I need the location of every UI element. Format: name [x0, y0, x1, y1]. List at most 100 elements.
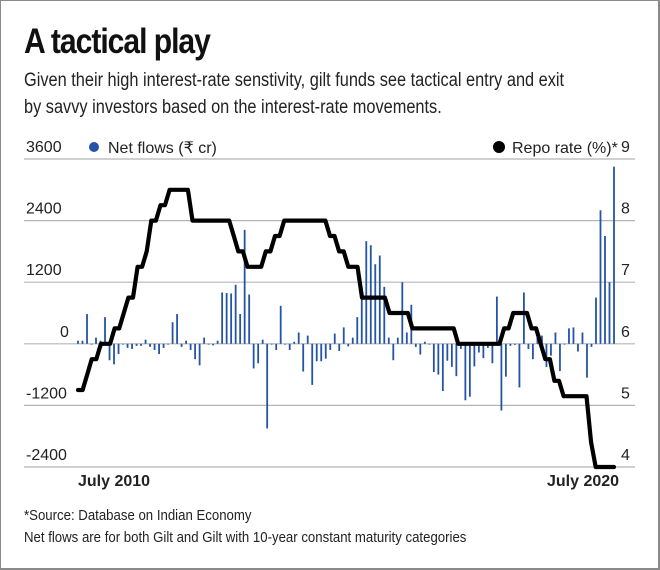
- net-flow-bar: [153, 343, 156, 350]
- y-right-tick-label: 7: [621, 262, 630, 279]
- net-flow-bar: [392, 343, 395, 361]
- net-flow-bar: [559, 343, 561, 372]
- net-flow-bar: [261, 339, 264, 344]
- net-flow-bar: [167, 343, 169, 345]
- net-flow-bar: [252, 343, 255, 369]
- net-flow-bar: [360, 289, 363, 344]
- net-flow-bar: [405, 332, 408, 344]
- net-flow-bar: [180, 343, 183, 347]
- gridlines: [24, 158, 635, 468]
- net-flow-bar: [464, 343, 467, 401]
- net-flow-bar: [270, 343, 273, 345]
- net-flow-bar: [536, 337, 539, 344]
- y-left-tick-label: 3600: [26, 139, 62, 156]
- net-flow-bar: [189, 343, 192, 350]
- net-flow-bar: [248, 294, 251, 344]
- y-left-tick-label: -1200: [26, 385, 67, 402]
- net-flow-bar: [140, 343, 142, 346]
- net-flow-bar: [500, 343, 503, 411]
- net-flow-bar: [568, 328, 570, 344]
- net-flow-bar: [149, 343, 151, 347]
- net-flow-bar: [586, 343, 588, 378]
- net-flow-bar: [468, 343, 471, 397]
- net-flow-bar: [230, 293, 233, 344]
- net-flow-bar: [504, 343, 507, 377]
- net-flow-bar: [563, 343, 566, 345]
- net-flow-bar: [369, 245, 372, 344]
- y-right-tick-label: 4: [621, 447, 630, 464]
- net-flow-bar: [108, 343, 111, 361]
- x-tick-label-end: July 2020: [547, 473, 619, 490]
- y-axis-left: 3600 2400 1200 0 -1200 -2400: [26, 139, 69, 464]
- net-flow-bar: [239, 314, 242, 344]
- net-flow-bar: [302, 343, 305, 372]
- net-flow-bar: [225, 292, 228, 344]
- net-flow-bars: [77, 166, 615, 429]
- net-flow-bar: [491, 343, 494, 364]
- net-flow-bar: [117, 343, 120, 355]
- legend: Net flows (₹ cr) Repo rate (%)*: [89, 140, 618, 157]
- y-right-tick-label: 5: [621, 385, 630, 402]
- net-flow-bar: [532, 343, 534, 360]
- y-right-tick-label: 6: [621, 324, 630, 341]
- net-flow-bar: [279, 305, 282, 344]
- net-flow-bar: [194, 343, 197, 360]
- net-flow-bar: [523, 292, 525, 344]
- subtitle-line-1: Given their high interest-rate senstivit…: [24, 70, 565, 91]
- subtitle-line-2: by savvy investors based on the interest…: [24, 97, 442, 118]
- y-left-tick-label: 0: [60, 324, 69, 341]
- net-flow-bar: [122, 343, 124, 345]
- net-flow-bar: [257, 343, 260, 364]
- net-flow-bar: [608, 282, 611, 344]
- net-flow-bar: [198, 343, 201, 366]
- net-flow-bar: [221, 292, 224, 344]
- net-flow-bar: [81, 340, 84, 344]
- net-flow-bar: [320, 343, 323, 362]
- footnote-note: Net flows are for both Gilt and Gilt wit…: [24, 529, 467, 546]
- net-flow-bar: [383, 286, 386, 344]
- net-flow-bar: [333, 333, 336, 344]
- net-flow-bar: [414, 343, 417, 347]
- net-flow-bar: [482, 343, 485, 359]
- legend-netflows-label: Net flows (₹ cr): [108, 140, 217, 157]
- net-flow-bar: [288, 343, 291, 350]
- net-flow-bar: [144, 339, 147, 344]
- net-flow-bar: [595, 297, 597, 344]
- net-flow-bar: [324, 343, 327, 359]
- net-flow-bar: [428, 343, 431, 345]
- net-flow-bar: [162, 343, 165, 348]
- net-flow-bar: [509, 343, 512, 346]
- net-flow-bar: [135, 343, 138, 346]
- net-flow-bar: [437, 343, 440, 375]
- net-flow-bar: [311, 343, 314, 385]
- net-flow-bar: [203, 337, 206, 344]
- net-flow-bar: [176, 314, 178, 344]
- net-flow-bar: [315, 343, 318, 362]
- net-flow-bar: [387, 337, 390, 344]
- net-flow-bar: [554, 332, 557, 344]
- net-flow-bar: [514, 343, 516, 345]
- chart-subtitle: Given their high interest-rate senstivit…: [24, 67, 564, 121]
- net-flow-bar: [450, 343, 453, 367]
- net-flow-bar: [297, 332, 300, 344]
- net-flow-bar: [342, 327, 345, 344]
- net-flow-bar: [207, 343, 210, 345]
- net-flow-bar: [577, 343, 579, 352]
- y-right-tick-label: 9: [621, 139, 630, 156]
- net-flow-bar: [396, 337, 399, 344]
- net-flow-bar: [455, 343, 458, 377]
- net-flow-bar: [113, 343, 115, 365]
- net-flow-bar: [374, 264, 377, 344]
- net-flow-bar: [329, 343, 332, 350]
- repo-rate-line: [75, 187, 617, 470]
- net-flow-bar: [477, 343, 480, 353]
- net-flow-bar: [275, 343, 278, 350]
- net-flow-bar: [441, 343, 444, 392]
- net-flow-bar: [495, 296, 498, 344]
- net-flow-bar: [590, 343, 593, 347]
- y-axis-right: 9 8 7 6 5 4: [621, 139, 630, 464]
- footnote-source: *Source: Database on Indian Economy: [24, 507, 252, 524]
- net-flow-bar: [212, 343, 215, 346]
- net-flow-bar: [550, 343, 552, 356]
